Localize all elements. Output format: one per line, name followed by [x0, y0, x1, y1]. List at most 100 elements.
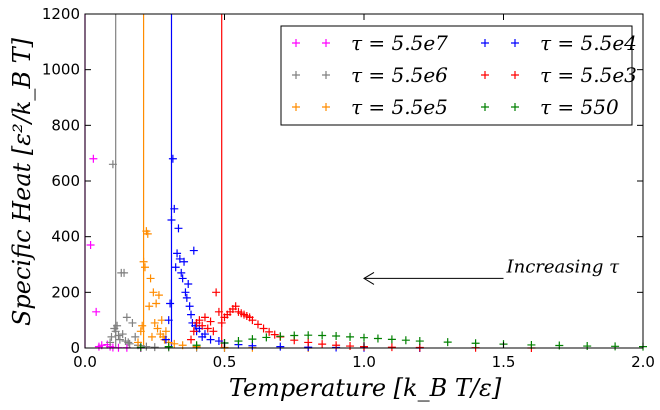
- data-point-series-3-26: [214, 337, 223, 346]
- tick-labels: 0.0 0.5 1.0 1.5 2.0 0 200 400 600 800 1000 1200: [42, 5, 655, 371]
- data-point-series-5-8: [290, 331, 299, 340]
- data-point-series-4-22: [248, 316, 257, 325]
- data-point-series-1-14: [125, 339, 134, 348]
- legend-marker-0-0: [292, 39, 300, 47]
- data-point-series-1-19: [142, 342, 151, 351]
- data-point-series-1-0: [106, 338, 115, 347]
- legend-marker-2-1: [322, 103, 330, 111]
- data-point-series-2-21: [170, 339, 179, 348]
- data-point-series-3-3: [167, 215, 176, 224]
- data-point-series-3-11: [178, 274, 187, 283]
- legend-marker-5-1: [511, 103, 519, 111]
- data-point-series-1-13: [124, 338, 133, 347]
- legend-box: [280, 25, 633, 126]
- data-point-series-4-4: [198, 321, 207, 330]
- data-point-series-5-17: [415, 337, 424, 346]
- data-point-series-2-1: [136, 327, 145, 336]
- x-axis-label: Temperature [k_B T/ε]: [229, 374, 502, 402]
- data-point-series-3-14: [182, 293, 191, 302]
- legend-label-3: τ = 5.5e4: [540, 31, 637, 55]
- data-point-series-4-7: [206, 317, 215, 326]
- data-point-series-4-34: [387, 343, 396, 352]
- data-point-series-2-7: [145, 302, 154, 311]
- data-point-series-1-20: [150, 343, 159, 352]
- data-point-series-5-11: [332, 332, 341, 341]
- data-point-series-3-15: [184, 279, 193, 288]
- y-tick-label-0: 0: [70, 339, 80, 357]
- legend-marker-0-1: [322, 39, 330, 47]
- data-point-series-3-6: [171, 263, 180, 272]
- data-points: [86, 154, 647, 352]
- data-point-series-5-16: [401, 336, 410, 345]
- legend-label-5: τ = 550: [540, 95, 619, 119]
- data-point-series-3-13: [181, 288, 190, 297]
- y-tick-label-3: 600: [51, 172, 80, 190]
- data-point-series-1-1: [107, 332, 116, 341]
- data-point-series-3-30: [276, 342, 285, 351]
- data-point-series-4-24: [259, 324, 268, 333]
- data-point-series-5-5: [248, 335, 257, 344]
- data-point-series-0-2: [92, 307, 101, 316]
- data-point-series-5-0: [136, 343, 145, 352]
- data-point-series-5-9: [304, 331, 313, 340]
- data-point-series-2-13: [153, 324, 162, 333]
- data-point-series-3-2: [166, 299, 175, 308]
- legend-label-4: τ = 5.5e3: [540, 63, 637, 87]
- legend-label-0: τ = 5.5e7: [351, 31, 448, 55]
- data-point-series-2-3: [139, 257, 148, 266]
- x-tick-label-0: 0.0: [73, 353, 97, 371]
- y-tick-label-2: 400: [51, 228, 80, 246]
- data-point-series-0-0: [86, 241, 95, 250]
- data-point-series-2-14: [154, 291, 163, 300]
- data-point-series-2-2: [138, 321, 147, 330]
- data-point-series-5-24: [611, 342, 620, 351]
- data-point-series-3-12: [180, 257, 189, 266]
- data-point-series-4-29: [304, 338, 313, 347]
- data-point-series-3-17: [187, 310, 196, 319]
- data-point-series-5-10: [318, 331, 327, 340]
- data-point-series-2-10: [149, 288, 158, 297]
- data-point-series-1-10: [120, 268, 129, 277]
- data-point-series-3-10: [177, 268, 186, 277]
- data-point-series-5-4: [234, 337, 243, 346]
- data-point-series-2-6: [143, 229, 152, 238]
- legend-marker-1-1: [322, 71, 330, 79]
- data-point-series-3-0: [161, 335, 170, 344]
- data-point-series-1-4: [111, 327, 120, 336]
- data-point-series-4-11: [217, 318, 226, 327]
- legend-marker-3-0: [481, 39, 489, 47]
- data-point-series-3-7: [173, 249, 182, 258]
- data-point-series-4-32: [346, 342, 355, 351]
- data-point-series-4-8: [209, 327, 218, 336]
- data-point-series-4-3: [195, 316, 204, 325]
- data-point-series-4-5: [200, 313, 209, 322]
- data-point-series-3-16: [185, 302, 194, 311]
- legend-marker-3-1: [511, 39, 519, 47]
- legend-marker-2-0: [292, 103, 300, 111]
- legend-label-2: τ = 5.5e5: [351, 95, 448, 119]
- data-point-series-2-9: [147, 332, 156, 341]
- data-point-series-3-25: [206, 335, 215, 344]
- data-point-series-3-24: [200, 330, 209, 339]
- data-point-series-3-5: [170, 204, 179, 213]
- annotation-arrow-head-0: [363, 271, 375, 285]
- legend-marker-4-0: [481, 71, 489, 79]
- data-point-series-4-6: [203, 324, 212, 333]
- data-point-series-5-15: [387, 335, 396, 344]
- x-tick-label-1: 0.5: [213, 353, 237, 371]
- data-point-series-5-7: [276, 332, 285, 341]
- y-axis-label: Specific Heat [ε²/k_B T]: [8, 37, 36, 326]
- data-point-series-5-12: [346, 332, 355, 341]
- axis-ticks: [84, 13, 644, 349]
- data-point-series-4-10: [214, 307, 223, 316]
- data-point-series-3-19: [189, 246, 198, 255]
- y-tick-label-6: 1200: [42, 5, 80, 23]
- data-point-series-1-6: [114, 331, 123, 340]
- x-tick-label-4: 2.0: [631, 353, 655, 371]
- data-point-series-3-4: [168, 154, 177, 163]
- data-point-series-1-12: [122, 313, 131, 322]
- data-point-series-2-8: [146, 274, 155, 283]
- legend: τ = 5.5e7 τ = 5.5e6 τ = 5.5e5 τ = 5.5e4 τ = …: [280, 25, 637, 126]
- data-point-series-4-1: [189, 327, 198, 336]
